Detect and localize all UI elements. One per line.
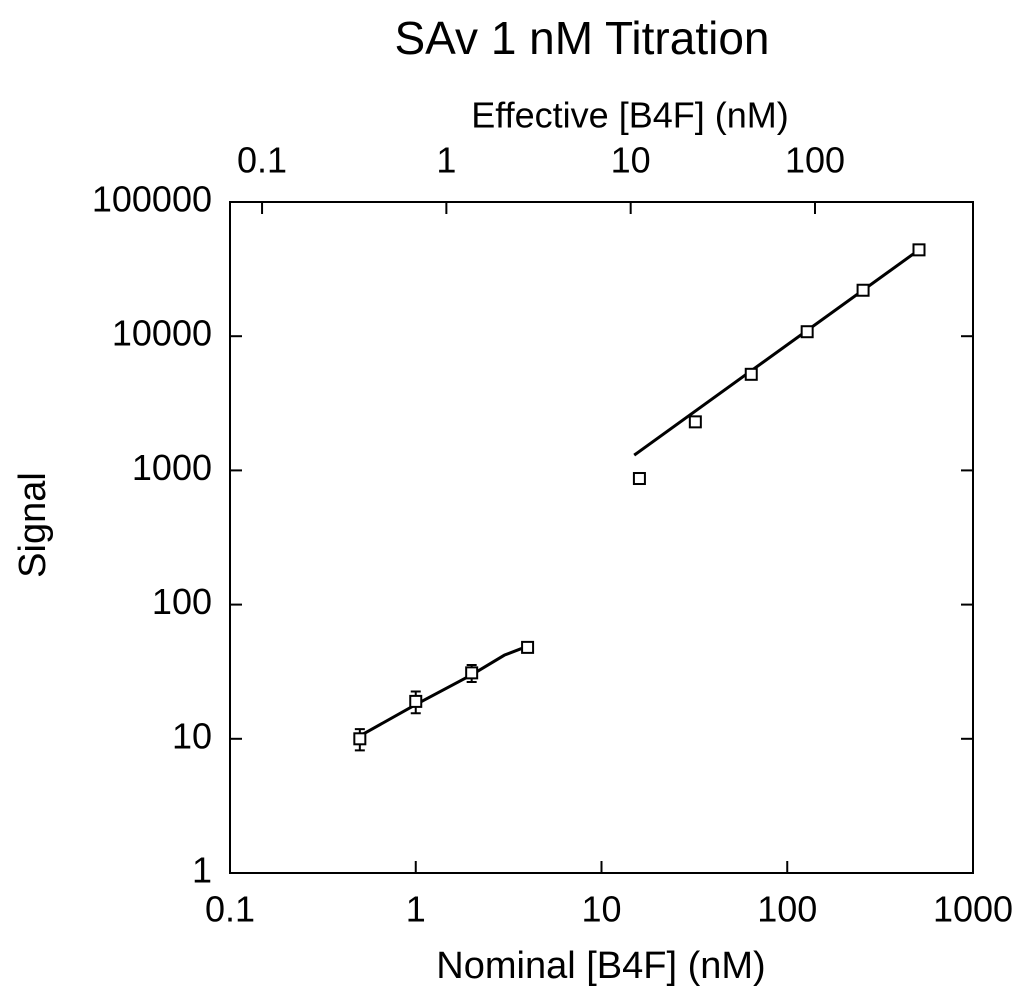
x2-tick-label: 0.1 (237, 140, 287, 181)
fit-line (359, 644, 529, 738)
x2-axis-label: Effective [B4F] (nM) (471, 95, 788, 136)
marker (409, 694, 423, 708)
x2-tick-label: 1 (436, 140, 456, 181)
y-tick-label: 1 (192, 850, 212, 891)
marker (688, 415, 702, 429)
marker (632, 472, 646, 486)
y-tick-label: 100 (152, 581, 212, 622)
chart-title: SAv 1 nM Titration (395, 12, 770, 64)
fit-line (633, 248, 920, 457)
x-tick-label: 1 (406, 889, 426, 930)
x-axis-label: Nominal [B4F] (nM) (436, 945, 765, 987)
marker (856, 283, 870, 297)
marker (521, 640, 535, 654)
x2-tick-label: 10 (611, 140, 651, 181)
x-tick-label: 0.1 (205, 889, 255, 930)
y-tick-label: 10000 (112, 313, 212, 354)
marker (800, 325, 814, 339)
y-tick-label: 10 (172, 715, 212, 756)
x-tick-label: 100 (757, 889, 817, 930)
marker (912, 243, 926, 257)
x-tick-label: 1000 (933, 889, 1013, 930)
marker (353, 732, 367, 746)
y-tick-label: 1000 (132, 447, 212, 488)
plot-frame (229, 201, 974, 874)
x-tick-label: 10 (581, 889, 621, 930)
marker (465, 666, 479, 680)
marker (744, 367, 758, 381)
y-axis-label: Signal (12, 472, 54, 578)
y-tick-label: 100000 (92, 179, 212, 220)
x2-tick-label: 100 (785, 140, 845, 181)
